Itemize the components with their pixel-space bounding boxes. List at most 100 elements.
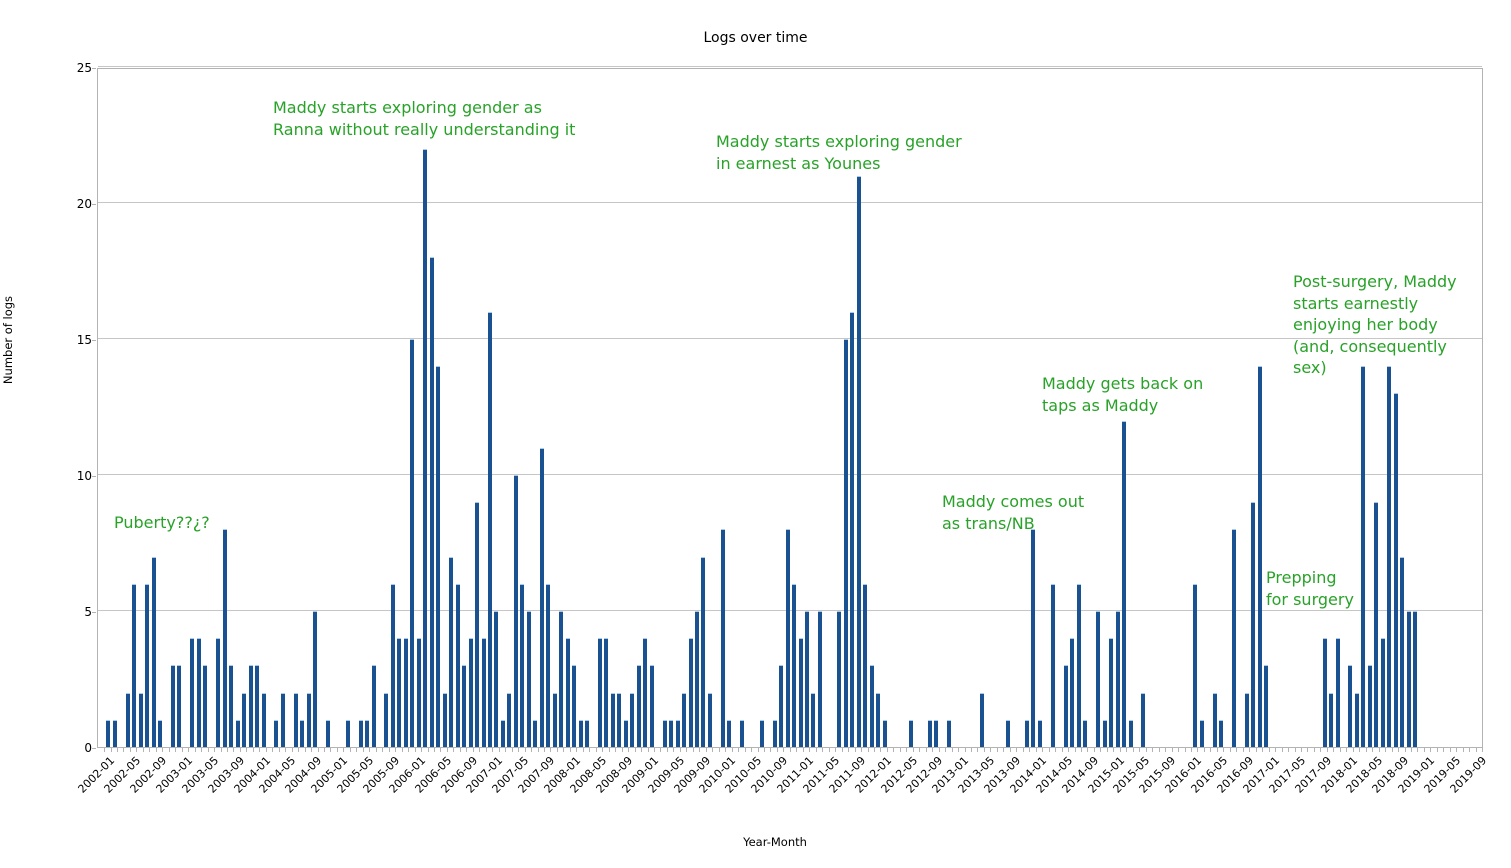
- bar-2018-09: [1400, 557, 1405, 747]
- x-tick: [375, 748, 377, 752]
- bar-2014-07: [1076, 584, 1081, 747]
- x-tick: [789, 748, 791, 752]
- bar-2010-10: [785, 529, 790, 747]
- annotation-7: Post-surgery, Maddy starts earnestly enjoy…: [1293, 271, 1457, 379]
- x-tick: [1171, 748, 1173, 752]
- bar-2008-11: [636, 665, 641, 747]
- x-tick: [589, 748, 591, 752]
- bar-2007-02: [500, 720, 505, 747]
- x-tick: [867, 748, 869, 752]
- x-tick: [1106, 748, 1108, 752]
- x-tick: [582, 748, 584, 752]
- x-tick: [1242, 748, 1244, 752]
- x-tick: [349, 748, 351, 752]
- x-tick: [1158, 748, 1160, 752]
- x-tick: [608, 748, 610, 752]
- bar-2004-11: [326, 720, 331, 747]
- x-tick: [1165, 748, 1167, 752]
- x-tick: [556, 748, 558, 752]
- x-tick: [1391, 748, 1393, 752]
- x-tick: [336, 748, 338, 752]
- x-tick: [1022, 748, 1024, 752]
- bar-2011-10: [863, 584, 868, 747]
- bar-2008-08: [617, 693, 622, 747]
- bar-2015-01: [1115, 611, 1120, 747]
- x-tick: [757, 748, 759, 752]
- bar-2010-03: [740, 720, 745, 747]
- bar-2005-12: [410, 339, 415, 747]
- x-tick: [802, 748, 804, 752]
- annotation-line: Maddy starts exploring gender: [716, 132, 962, 151]
- bar-2010-11: [792, 584, 796, 747]
- x-tick: [291, 748, 293, 752]
- x-tick: [673, 748, 675, 752]
- bar-2007-11: [559, 611, 564, 747]
- bar-2011-12: [876, 693, 881, 747]
- y-tick: [92, 340, 96, 341]
- x-tick: [705, 748, 707, 752]
- bar-2002-12: [177, 665, 182, 747]
- x-tick: [828, 748, 830, 752]
- x-tick: [718, 748, 720, 752]
- x-tick: [938, 748, 940, 752]
- bar-2003-07: [222, 529, 227, 747]
- bar-2007-10: [552, 693, 557, 747]
- annotation-3: Maddy starts exploring gender in earnest …: [716, 131, 962, 174]
- x-tick: [479, 748, 481, 752]
- bar-2009-07: [688, 638, 693, 747]
- bar-2003-06: [216, 638, 221, 747]
- bar-2010-06: [759, 720, 764, 747]
- x-tick: [1262, 748, 1264, 752]
- bar-2008-02: [578, 720, 583, 747]
- x-tick: [783, 748, 785, 752]
- x-tick: [1126, 748, 1128, 752]
- x-tick: [1410, 748, 1412, 752]
- x-tick: [1359, 748, 1361, 752]
- x-tick: [1119, 748, 1121, 752]
- x-tick: [265, 748, 267, 752]
- x-tick: [1009, 748, 1011, 752]
- bar-2016-09: [1244, 693, 1249, 747]
- x-tick: [440, 748, 442, 752]
- bar-2004-03: [274, 720, 279, 747]
- bar-2005-06: [371, 665, 376, 747]
- x-tick: [1475, 748, 1477, 752]
- x-tick: [634, 748, 636, 752]
- x-tick: [1152, 748, 1154, 752]
- x-tick: [531, 748, 532, 752]
- x-tick: [990, 748, 992, 752]
- annotation-line: sex): [1293, 358, 1327, 377]
- x-tick: [239, 748, 241, 752]
- bar-2010-01: [727, 720, 732, 747]
- bar-2005-11: [403, 638, 408, 747]
- x-tick: [1301, 748, 1302, 752]
- x-tick: [686, 748, 688, 752]
- x-tick: [1430, 748, 1432, 752]
- x-tick: [162, 748, 164, 752]
- x-tick: [977, 748, 979, 752]
- bar-2006-02: [423, 149, 428, 747]
- x-tick: [1255, 748, 1257, 752]
- x-tick: [692, 748, 694, 752]
- annotation-line: Ranna without really understanding it: [273, 119, 576, 139]
- x-tick: [1339, 748, 1341, 752]
- x-tick: [647, 748, 649, 752]
- bar-2006-11: [481, 638, 486, 747]
- x-tick: [233, 748, 235, 752]
- x-tick: [1294, 748, 1296, 752]
- x-tick: [1081, 748, 1082, 752]
- bar-2010-12: [798, 638, 803, 747]
- bar-2007-08: [539, 448, 544, 747]
- x-tick: [841, 748, 843, 752]
- x-tick: [1087, 748, 1089, 752]
- bar-2009-06: [682, 693, 686, 747]
- bar-2011-08: [850, 312, 855, 747]
- x-tick: [1068, 748, 1069, 752]
- x-tick: [621, 748, 623, 752]
- x-tick: [362, 748, 364, 752]
- bar-2013-12: [1031, 529, 1036, 747]
- bar-2007-12: [565, 638, 570, 747]
- bar-2018-01: [1348, 665, 1353, 747]
- x-tick: [653, 748, 655, 752]
- x-tick: [861, 748, 862, 752]
